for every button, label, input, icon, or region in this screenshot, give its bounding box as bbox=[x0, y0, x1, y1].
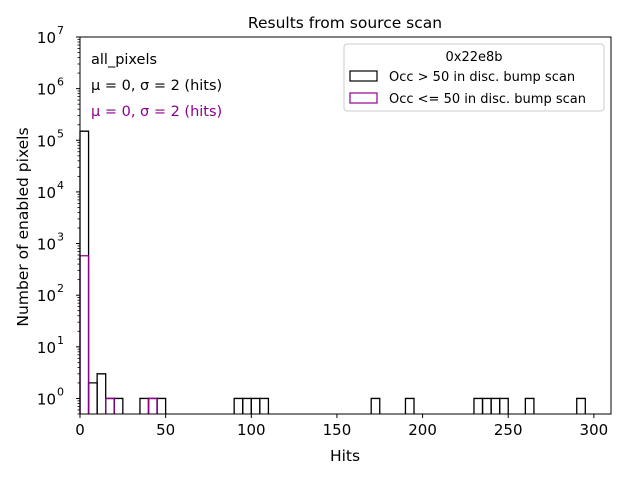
histogram-bin bbox=[147, 397, 158, 414]
y-tick-exponent: 6 bbox=[57, 76, 64, 89]
y-tick-exponent: 4 bbox=[57, 179, 64, 192]
y-tick-label: 10 bbox=[37, 236, 56, 254]
legend-label-black: Occ > 50 in disc. bump scan bbox=[389, 70, 575, 85]
histogram-bin bbox=[481, 397, 492, 414]
histogram-bin bbox=[87, 382, 98, 414]
y-tick-exponent: 1 bbox=[57, 334, 64, 347]
x-tick-label: 150 bbox=[323, 421, 352, 439]
x-tick-label: 100 bbox=[237, 421, 266, 439]
y-tick-base: 10 bbox=[37, 184, 56, 202]
histogram-bin bbox=[79, 130, 90, 414]
annotation-stats-black: μ = 0, σ = 2 (hits) bbox=[91, 78, 222, 94]
legend: 0x22e8b Occ > 50 in disc. bump scan Occ … bbox=[343, 43, 605, 112]
y-tick-base: 10 bbox=[37, 29, 56, 47]
histogram-bin bbox=[473, 397, 484, 414]
y-tick-label: 10 bbox=[37, 29, 56, 47]
histogram-bin bbox=[242, 397, 252, 414]
chart-title: Results from source scan bbox=[248, 14, 442, 32]
legend-label-purple: Occ <= 50 in disc. bump scan bbox=[389, 92, 586, 107]
histogram-bin bbox=[139, 397, 150, 414]
x-axis-label: Hits bbox=[330, 447, 360, 465]
histogram-bin bbox=[156, 397, 167, 414]
y-tick-base: 10 bbox=[37, 236, 56, 254]
histogram-bin bbox=[79, 255, 90, 414]
y-tick-exponent: 7 bbox=[57, 24, 64, 37]
histogram-bin bbox=[259, 397, 270, 414]
y-tick-base: 10 bbox=[37, 339, 56, 357]
x-tick-label: 250 bbox=[494, 421, 523, 439]
y-tick-exponent: 3 bbox=[57, 231, 64, 244]
histogram-bin bbox=[105, 397, 115, 414]
y-tick-exponent: 0 bbox=[57, 385, 64, 398]
x-axis: 0 50 100 150 200 250 300 bbox=[75, 414, 608, 439]
y-tick-label: 10 bbox=[37, 339, 56, 357]
y-tick-label: 10 bbox=[37, 184, 56, 202]
y-tick-base: 10 bbox=[37, 287, 56, 305]
y-tick-label: 10 bbox=[37, 132, 56, 150]
histogram-bin bbox=[250, 397, 261, 414]
y-tick-base: 10 bbox=[37, 81, 56, 99]
histogram-bin bbox=[370, 397, 381, 414]
x-tick-label: 300 bbox=[580, 421, 609, 439]
histogram-bin bbox=[524, 397, 535, 414]
histogram-bin bbox=[576, 397, 586, 414]
legend-title: 0x22e8b bbox=[445, 50, 502, 65]
histogram-bin bbox=[105, 397, 115, 414]
y-axis-label: Number of enabled pixels bbox=[14, 127, 32, 326]
histogram-bin bbox=[96, 373, 107, 414]
legend-swatch-purple bbox=[349, 92, 378, 104]
y-tick-label: 10 bbox=[37, 81, 56, 99]
y-tick-base: 10 bbox=[37, 390, 56, 408]
histogram-bin bbox=[113, 397, 124, 414]
series-1 bbox=[79, 255, 158, 414]
y-tick-label: 10 bbox=[37, 287, 56, 305]
y-tick-base: 10 bbox=[37, 132, 56, 150]
histogram-bin bbox=[147, 397, 158, 414]
y-tick-label: 10 bbox=[37, 390, 56, 408]
annotation-stats-purple: μ = 0, σ = 2 (hits) bbox=[91, 104, 222, 120]
histogram-bin bbox=[404, 397, 415, 414]
axes-frame bbox=[79, 36, 612, 415]
histogram-bin bbox=[499, 397, 509, 414]
x-tick-label: 0 bbox=[75, 421, 85, 439]
histogram-bin bbox=[490, 397, 501, 414]
y-tick-exponent: 5 bbox=[57, 127, 64, 140]
legend-frame bbox=[343, 43, 605, 112]
annotation-all-pixels: all_pixels bbox=[91, 52, 157, 68]
histogram-bin bbox=[233, 397, 244, 414]
series-0 bbox=[79, 130, 586, 414]
x-tick-label: 200 bbox=[408, 421, 437, 439]
y-tick-exponent: 2 bbox=[57, 282, 64, 295]
x-tick-label: 50 bbox=[156, 421, 175, 439]
plot-area bbox=[79, 130, 586, 414]
legend-swatch-black bbox=[349, 70, 378, 82]
